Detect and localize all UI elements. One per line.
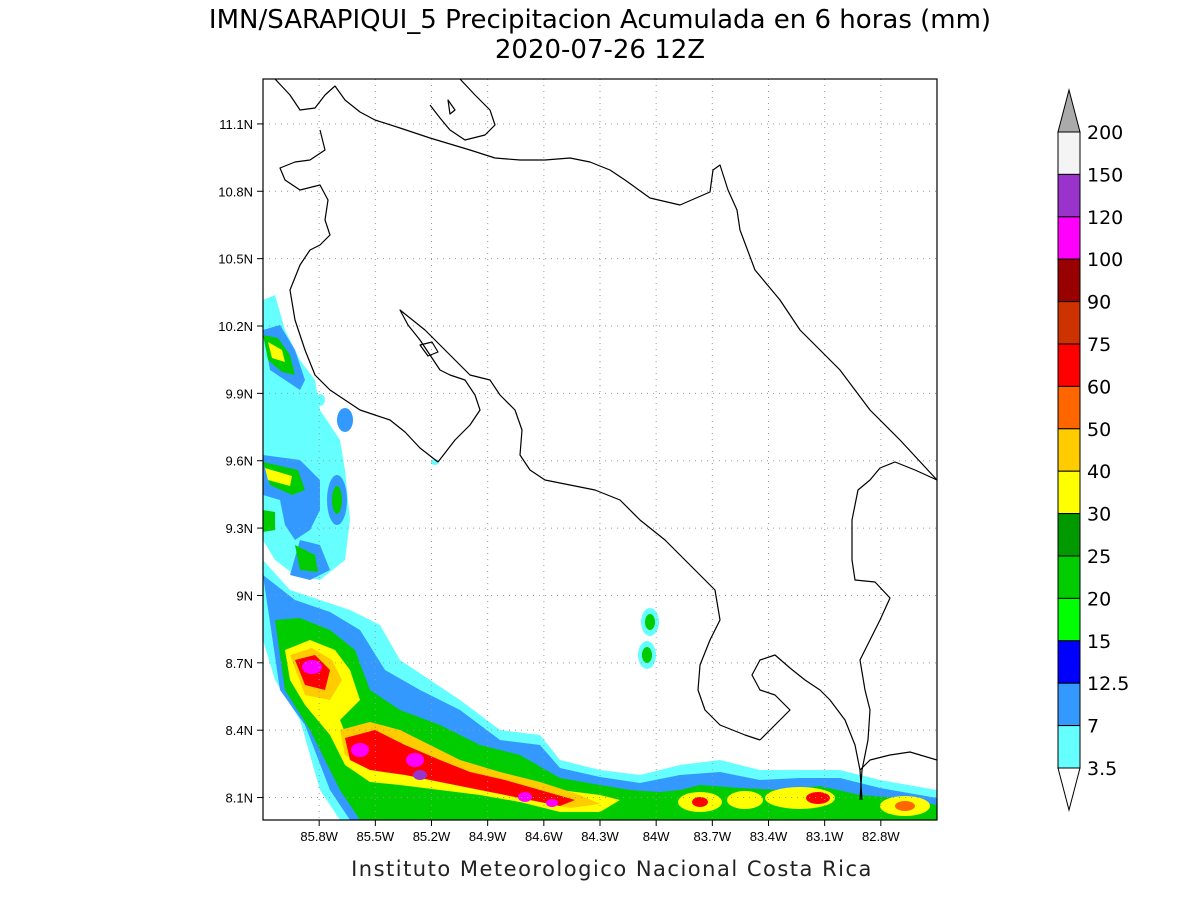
lon-tick-label: 83.1W <box>806 829 844 844</box>
precip-band-60mm <box>295 655 575 806</box>
map-gridlines <box>263 79 937 820</box>
lat-tick-label: 9N <box>236 588 253 603</box>
colorbar-label: 120 <box>1087 207 1123 229</box>
precip-core <box>546 799 558 807</box>
precip-core <box>406 753 424 767</box>
lat-tick-label: 8.7N <box>226 656 253 671</box>
lon-tick-label: 84W <box>643 829 670 844</box>
colorbar-label: 40 <box>1087 461 1111 483</box>
coastline-borders <box>274 79 937 801</box>
lat-tick-label: 8.4N <box>226 723 253 738</box>
colorbar-swatch <box>1057 597 1081 642</box>
colorbar-label: 12.5 <box>1087 673 1129 695</box>
colorbar-swatch <box>1057 173 1081 218</box>
colorbar-label: 15 <box>1087 631 1111 653</box>
colorbar-swatch <box>1057 725 1081 769</box>
lon-tick-label: 83.4W <box>750 829 788 844</box>
lat-tick-label: 10.2N <box>218 319 253 334</box>
colorbar-swatch <box>1057 301 1081 345</box>
colorbar-label: 50 <box>1087 419 1111 441</box>
precip-core <box>351 743 369 757</box>
chart-subtitle-date: 2020-07-26 12Z <box>495 35 705 65</box>
colorbar-bottom-arrow <box>1057 767 1081 812</box>
colorbar-label: 90 <box>1087 292 1111 314</box>
colorbar-label: 200 <box>1087 122 1123 144</box>
colorbar-label: 150 <box>1087 164 1123 186</box>
colorbar-label: 75 <box>1087 334 1111 356</box>
colorbar-label: 20 <box>1087 588 1111 610</box>
map-panel: 11.1N 10.8N 10.5N 10.2N 9.9N 9.6N 9.3N 9N 8.7N 8.… <box>218 78 938 844</box>
lat-tick-label: 9.9N <box>226 386 253 401</box>
lon-tick-label: 84.3W <box>581 829 619 844</box>
lon-tick-label: 83.7W <box>694 829 732 844</box>
colorbar-swatch <box>1057 216 1081 260</box>
colorbar-swatch <box>1057 258 1081 303</box>
precip-core <box>413 770 427 780</box>
longitude-axis: 85.8W 85.5W 85.2W 84.9W 84.6W 84.3W 84W 83.7W 83… <box>300 820 900 844</box>
credit-text: Instituto Meteorologico Nacional Costa R… <box>351 857 873 881</box>
lat-tick-label: 9.6N <box>226 454 253 469</box>
colorbar-label: 30 <box>1087 504 1111 526</box>
lon-tick-label: 85.5W <box>357 829 395 844</box>
colorbar-swatch <box>1057 131 1081 175</box>
lon-tick-label: 84.9W <box>469 829 507 844</box>
latitude-axis: 11.1N 10.8N 10.5N 10.2N 9.9N 9.6N 9.3N 9N 8.7N 8.… <box>218 117 263 806</box>
colorbar-swatch <box>1057 555 1081 599</box>
colorbar-label: 3.5 <box>1087 758 1117 780</box>
chart-title: IMN/SARAPIQUI_5 Precipitacion Acumulada … <box>209 5 991 35</box>
colorbar-swatch <box>1057 640 1081 684</box>
precipitation-field <box>263 295 937 820</box>
lat-tick-label: 11.1N <box>219 117 253 132</box>
precip-core <box>518 792 532 802</box>
colorbar-swatch <box>1057 513 1081 557</box>
lat-tick-label: 8.1N <box>226 791 253 806</box>
colorbar-swatch <box>1057 385 1081 430</box>
lon-tick-label: 85.8W <box>300 829 338 844</box>
colorbar-label: 25 <box>1087 546 1111 568</box>
lon-tick-label: 85.2W <box>413 829 451 844</box>
colorbar-swatch <box>1057 470 1081 515</box>
colorbar-label: 100 <box>1087 249 1123 271</box>
colorbar-top-arrow <box>1057 88 1081 133</box>
lat-tick-label: 10.8N <box>218 184 253 199</box>
colorbar-label: 60 <box>1087 376 1111 398</box>
lat-tick-label: 10.5N <box>218 252 253 267</box>
colorbar-label: 7 <box>1087 716 1099 738</box>
colorbar-legend: 200 150 120 100 90 75 60 50 40 30 25 20 15 12.5 7 3.5 <box>1057 88 1129 812</box>
lon-tick-label: 84.6W <box>525 829 563 844</box>
colorbar-swatch <box>1057 428 1081 472</box>
lat-tick-label: 9.3N <box>226 521 253 536</box>
precip-core <box>302 660 322 674</box>
lon-tick-label: 82.8W <box>862 829 900 844</box>
colorbar-swatch <box>1057 682 1081 727</box>
colorbar-swatch <box>1057 343 1081 387</box>
